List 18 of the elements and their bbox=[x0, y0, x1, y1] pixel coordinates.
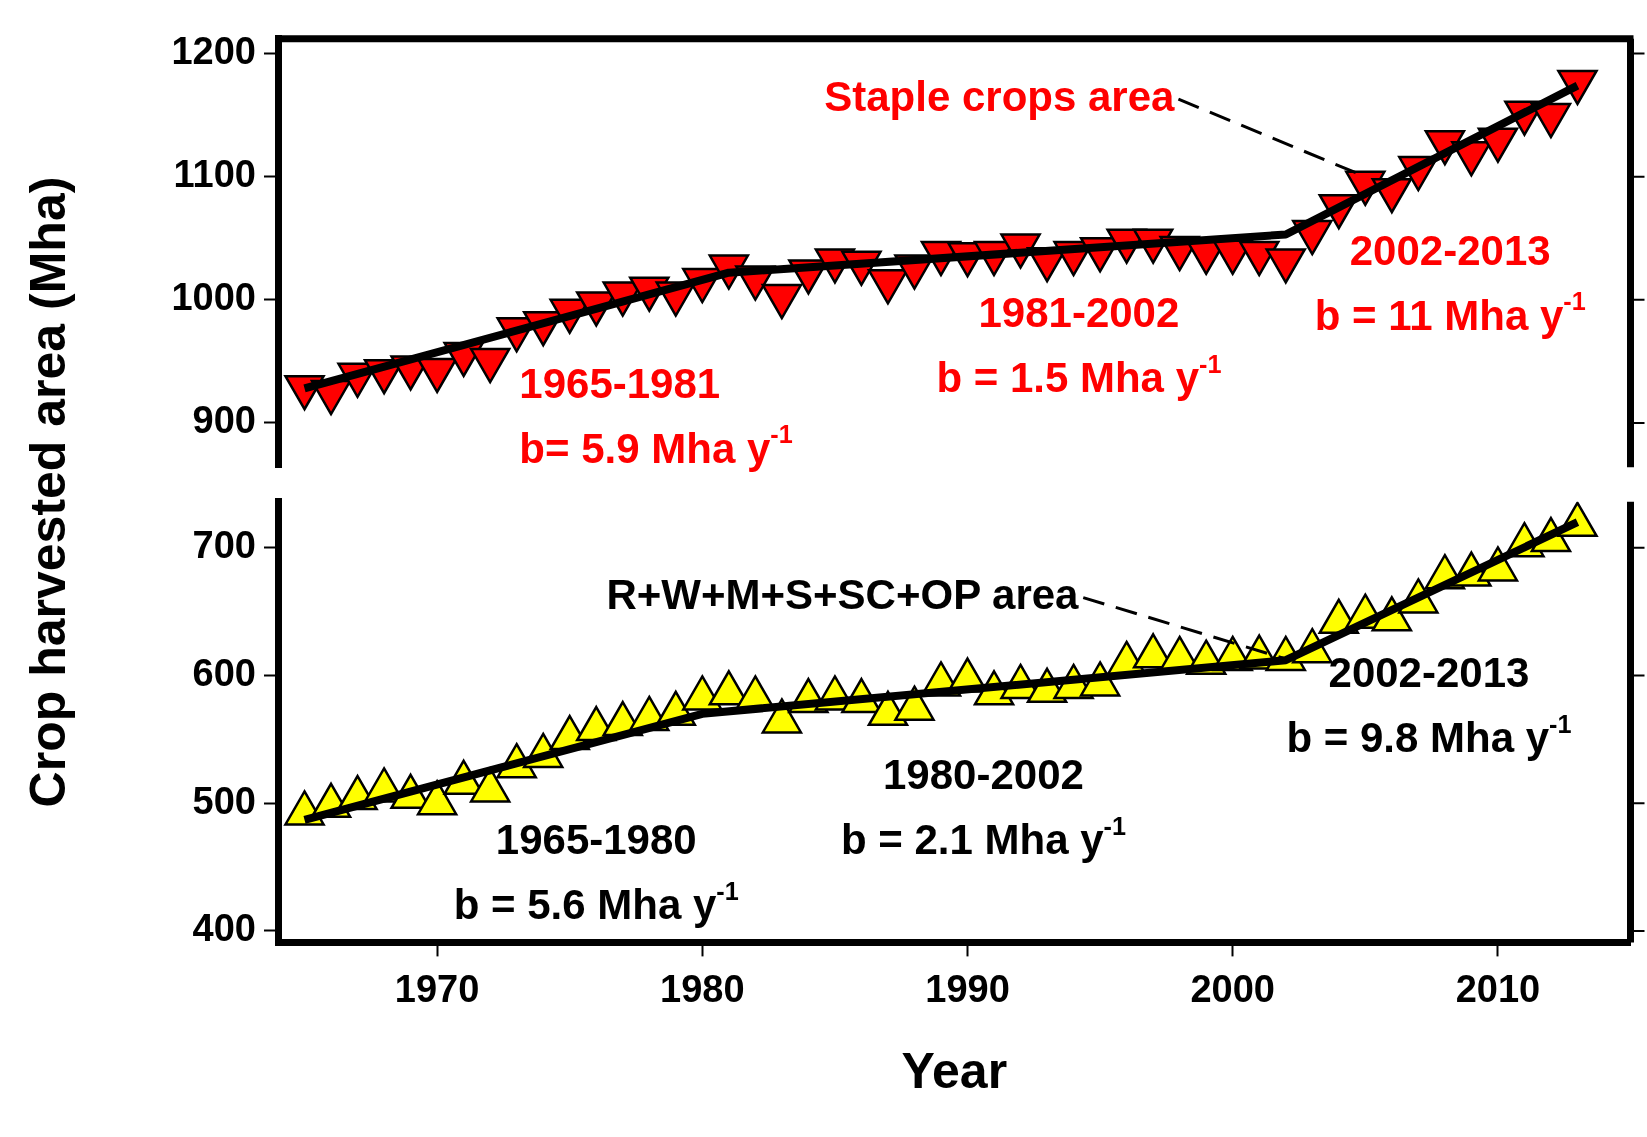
x-tick-label: 2000 bbox=[1190, 967, 1275, 1010]
y-tick-label: 1200 bbox=[171, 30, 256, 73]
y-tick-label: 500 bbox=[192, 779, 256, 822]
annotation: R+W+M+S+SC+OP area bbox=[606, 571, 1080, 619]
y-tick-label: 1000 bbox=[171, 276, 256, 319]
y-tick-label: 700 bbox=[192, 524, 256, 567]
y-axis-title: Crop harvested area (Mha) bbox=[19, 176, 77, 808]
x-tick-label: 2010 bbox=[1455, 967, 1541, 1010]
y-tick-label: 900 bbox=[192, 399, 256, 442]
y-tick-label: 400 bbox=[192, 907, 256, 950]
annotation: Staple crops area bbox=[824, 72, 1176, 120]
x-axis-title: Year bbox=[901, 1042, 1008, 1099]
x-tick-label: 1980 bbox=[660, 967, 745, 1010]
point bbox=[416, 779, 458, 816]
y-tick-label: 600 bbox=[192, 651, 256, 694]
y-tick-label: 1100 bbox=[173, 153, 256, 196]
x-tick-label: 1990 bbox=[925, 967, 1010, 1010]
x-tick-label: 1970 bbox=[394, 967, 480, 1010]
